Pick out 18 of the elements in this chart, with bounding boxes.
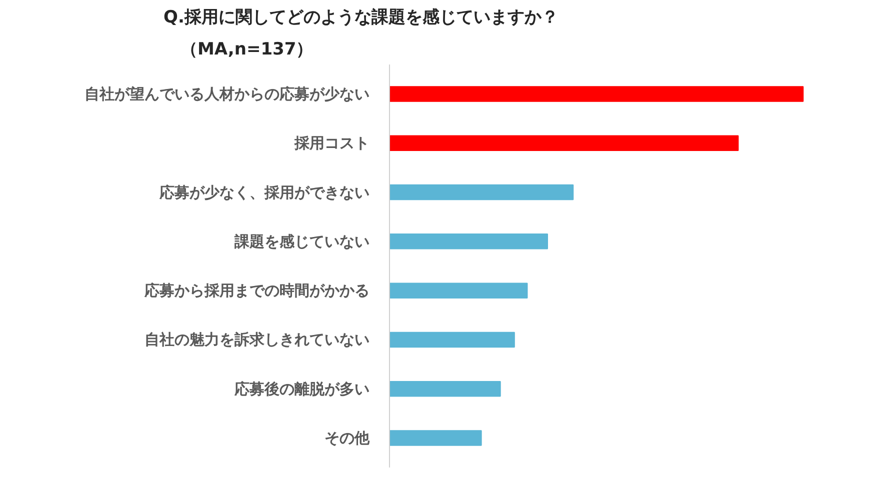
bar — [390, 282, 528, 298]
bar — [390, 234, 548, 250]
y-tick-label: 採用コスト — [294, 134, 370, 152]
bar — [390, 184, 574, 200]
y-tick-label: 自社の魅力を訴求しきれていない — [144, 330, 370, 349]
y-tick-label: 課題を感じていない — [234, 232, 370, 250]
y-tick-label: 自社が望んでいる人材からの応募が少ない — [84, 84, 370, 103]
y-tick-label: その他 — [324, 429, 370, 448]
chart-title: Q.採用に関してどのような課題を感じていますか？ — [164, 8, 558, 28]
bar — [390, 430, 482, 446]
bar — [390, 135, 739, 152]
y-tick-label: 応募後の離脱が多い — [234, 380, 370, 398]
text: （MA,n=137） — [180, 40, 314, 60]
bar — [390, 380, 501, 397]
bar — [390, 332, 515, 348]
bar — [390, 86, 804, 102]
y-tick-label: 応募が少なく、採用ができない — [158, 183, 370, 202]
y-tick-label: 応募から採用までの時間がかかる — [144, 282, 370, 300]
